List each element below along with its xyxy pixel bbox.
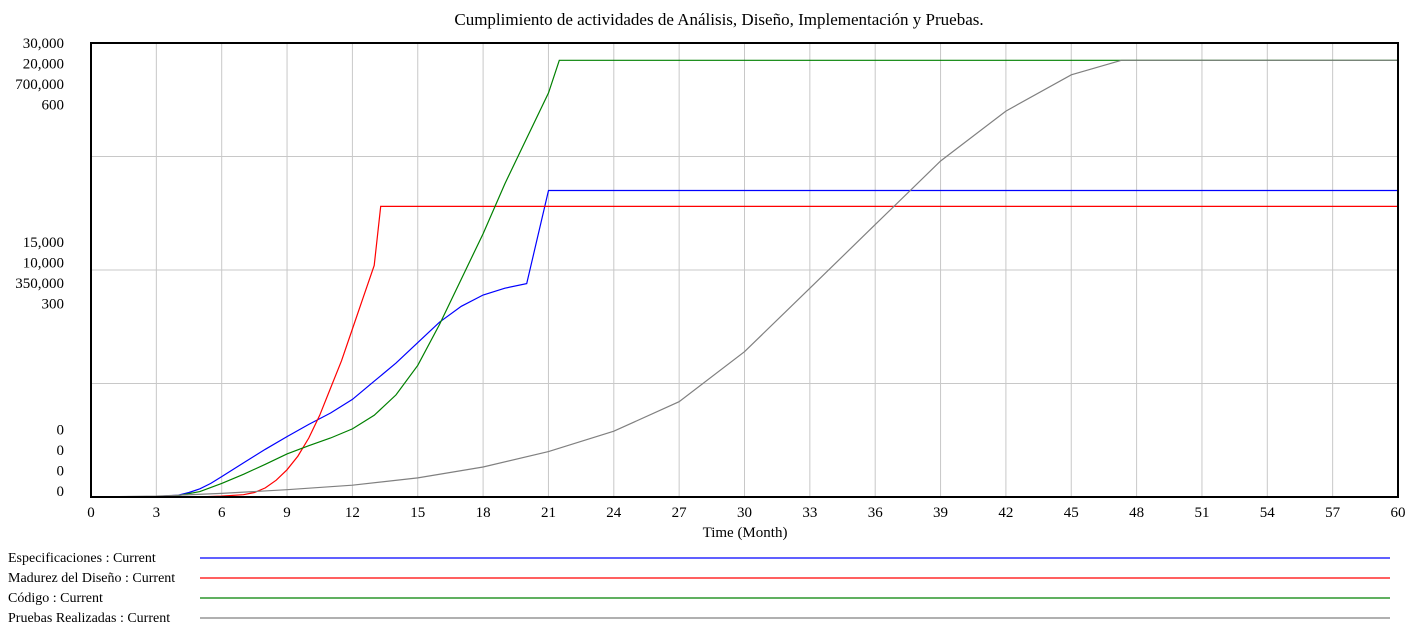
- y-tick-label-0-1: 20,000: [23, 57, 64, 73]
- x-tick-label-3: 9: [283, 505, 291, 521]
- legend-item-codigo: Código : Current: [8, 591, 1390, 606]
- y-tick-label-1-1: 10,000: [23, 256, 64, 272]
- y-tick-label-1-2: 350,000: [15, 276, 64, 292]
- chart-title: Cumplimiento de actividades de Análisis,…: [454, 10, 983, 29]
- x-tick-label-16: 48: [1129, 505, 1144, 521]
- legend-label-codigo: Código : Current: [8, 591, 103, 606]
- plot-frame: [90, 42, 1399, 498]
- x-tick-label-15: 45: [1064, 505, 1079, 521]
- legend: Especificaciones : Current Madurez del Di…: [8, 551, 1390, 626]
- y-tick-label-0-3: 600: [42, 98, 65, 114]
- series-line-madurez: [90, 205, 1398, 498]
- y-tick-label-2-1: 0: [57, 443, 65, 459]
- x-tick-label-8: 24: [606, 505, 622, 521]
- y-tick-label-0-0: 30,000: [23, 36, 64, 52]
- y-tick-label-1-0: 15,000: [23, 235, 64, 251]
- legend-label-especificaciones: Especificaciones : Current: [8, 551, 156, 566]
- series-lines: [90, 59, 1398, 498]
- x-ticks: 0 3 6 9 12 15 18 21 24 27 30 33 36 39 42 45 48 51 54 57 60: [87, 505, 1405, 521]
- legend-item-especificaciones: Especificaciones : Current: [8, 551, 1390, 566]
- series-line-especificaciones: [90, 189, 1398, 498]
- legend-label-madurez: Madurez del Diseño : Current: [8, 571, 175, 586]
- series-line-codigo: [90, 59, 1398, 498]
- x-tick-label-14: 42: [998, 505, 1013, 521]
- x-tick-label-4: 12: [345, 505, 360, 521]
- x-tick-label-19: 57: [1325, 505, 1341, 521]
- x-tick-label-1: 3: [153, 505, 161, 521]
- y-tick-label-0-2: 700,000: [15, 77, 64, 93]
- x-tick-label-17: 51: [1194, 505, 1209, 521]
- x-tick-label-7: 21: [541, 505, 556, 521]
- x-tick-label-13: 39: [933, 505, 948, 521]
- x-tick-label-9: 27: [672, 505, 688, 521]
- x-tick-label-11: 33: [802, 505, 817, 521]
- series-line-pruebas: [90, 59, 1398, 498]
- x-axis-label: Time (Month): [703, 525, 788, 541]
- y-tick-label-1-3: 300: [42, 297, 65, 313]
- x-tick-label-2: 6: [218, 505, 226, 521]
- y-tick-label-2-3: 0: [57, 484, 65, 500]
- x-tick-label-18: 54: [1260, 505, 1276, 521]
- y-tick-label-2-0: 0: [57, 423, 65, 439]
- legend-item-madurez: Madurez del Diseño : Current: [8, 571, 1390, 586]
- y-ticks: 30,000 20,000 700,000 600 15,000 10,000 350,00…: [15, 36, 64, 500]
- x-tick-label-0: 0: [87, 505, 95, 521]
- x-tick-label-5: 15: [410, 505, 425, 521]
- y-tick-label-2-2: 0: [57, 464, 65, 480]
- x-tick-label-20: 60: [1391, 505, 1406, 521]
- grid: [90, 43, 1399, 497]
- legend-item-pruebas: Pruebas Realizadas : Current: [8, 611, 1390, 626]
- x-tick-label-12: 36: [868, 505, 884, 521]
- legend-label-pruebas: Pruebas Realizadas : Current: [8, 611, 170, 626]
- x-tick-label-6: 18: [476, 505, 491, 521]
- x-tick-label-10: 30: [737, 505, 752, 521]
